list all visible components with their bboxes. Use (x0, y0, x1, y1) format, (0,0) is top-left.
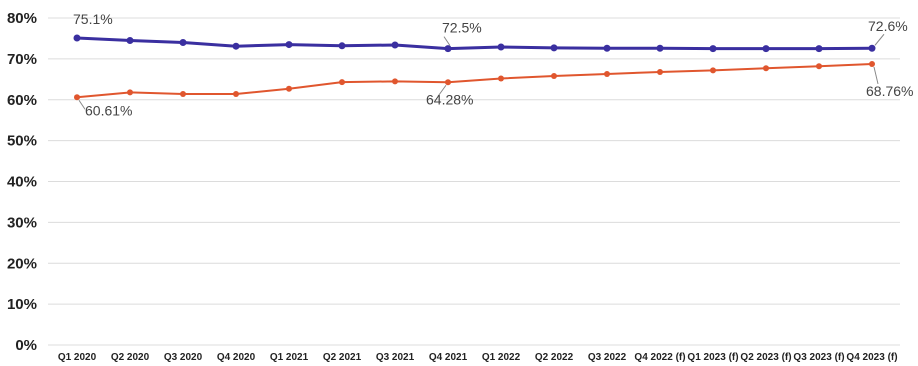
series-line (76, 62, 873, 99)
x-tick-label: Q2 2021 (323, 352, 362, 363)
data-point (127, 89, 133, 96)
y-tick-label: 30% (7, 214, 37, 231)
series-line (76, 36, 873, 51)
y-tick-label: 20% (7, 255, 37, 272)
x-tick-label: Q1 2023 (f) (687, 352, 738, 363)
data-label: 64.28% (426, 91, 473, 107)
label-leader-line (437, 84, 447, 97)
y-tick-label: 10% (7, 296, 37, 313)
data-label: 75.1% (73, 11, 113, 27)
x-tick-label: Q2 2020 (111, 352, 150, 363)
x-tick-label: Q1 2020 (58, 352, 97, 363)
x-tick-label: Q4 2022 (f) (634, 352, 685, 363)
x-tick-label: Q3 2022 (588, 352, 627, 363)
data-label: 60.61% (85, 102, 132, 118)
data-point (551, 73, 557, 80)
label-leader-line (78, 99, 86, 110)
y-tick-label: 40% (7, 174, 37, 191)
data-point (550, 44, 558, 52)
data-point (656, 44, 664, 52)
data-point (285, 41, 293, 49)
label-leader-line (443, 36, 451, 46)
x-tick-label: Q4 2020 (217, 352, 256, 363)
label-leader-line (873, 66, 879, 85)
data-point (710, 67, 716, 74)
x-tick-label: Q3 2020 (164, 352, 203, 363)
data-point (763, 65, 769, 72)
x-tick-label: Q1 2022 (482, 352, 521, 363)
data-point (444, 45, 452, 53)
x-tick-label: Q3 2023 (f) (793, 352, 844, 363)
data-point (816, 63, 822, 70)
data-point (604, 70, 610, 77)
data-point (179, 39, 187, 47)
label-leader-line (874, 33, 885, 46)
data-point (232, 42, 240, 50)
series-1 (73, 34, 876, 53)
data-point (233, 91, 239, 98)
x-tick-label: Q2 2023 (f) (740, 352, 791, 363)
data-labels: 75.1% 72.5% 72.6% 60.61% 64.28% 68.76% (73, 11, 913, 118)
data-point (762, 45, 770, 53)
data-point (497, 43, 505, 51)
x-axis-ticks: Q1 2020 Q2 2020 Q3 2020 Q4 2020 Q1 2021 Q2 20… (58, 352, 898, 363)
data-point (815, 45, 823, 53)
data-point (74, 94, 80, 101)
data-point (603, 44, 611, 52)
y-axis-ticks: 0% 10% 20% 30% 40% 50% 60% 70% 80% (7, 10, 37, 354)
data-label: 68.76% (866, 83, 913, 99)
y-tick-label: 50% (7, 133, 37, 150)
x-tick-label: Q3 2021 (376, 352, 415, 363)
y-tick-label: 70% (7, 51, 37, 68)
gridlines (48, 17, 900, 346)
y-tick-label: 80% (7, 10, 37, 27)
data-label: 72.5% (442, 20, 482, 36)
data-point (657, 68, 663, 75)
data-point (391, 41, 399, 49)
data-point (286, 85, 292, 92)
data-point (339, 79, 345, 86)
data-point (869, 60, 875, 67)
x-tick-label: Q4 2023 (f) (846, 352, 897, 363)
data-point (73, 34, 81, 42)
data-point (498, 75, 504, 82)
series-2 (74, 60, 875, 101)
data-point (126, 36, 134, 44)
x-tick-label: Q1 2021 (270, 352, 309, 363)
y-tick-label: 60% (7, 92, 37, 109)
data-label: 72.6% (868, 18, 908, 34)
y-tick-label: 0% (15, 337, 37, 354)
data-point (709, 45, 717, 53)
data-point (180, 91, 186, 98)
data-point (868, 44, 876, 52)
data-point (445, 79, 451, 86)
x-tick-label: Q4 2021 (429, 352, 468, 363)
x-tick-label: Q2 2022 (535, 352, 574, 363)
series-layer (73, 34, 876, 101)
data-point (338, 42, 346, 50)
data-point (392, 78, 398, 85)
